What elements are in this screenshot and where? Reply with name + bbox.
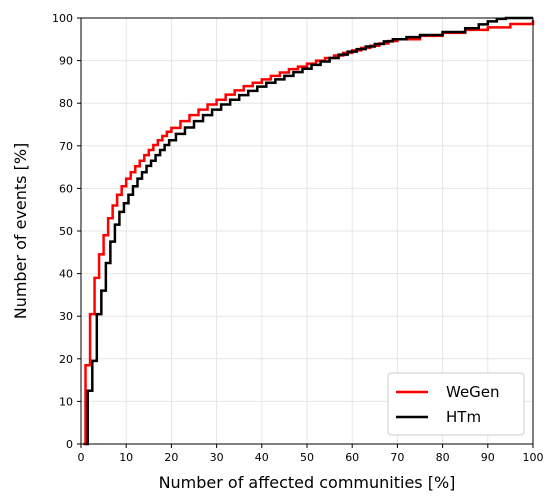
y-tick-label: 20 bbox=[59, 353, 73, 366]
series-htm-line bbox=[85, 16, 533, 446]
x-tick-label: 40 bbox=[255, 451, 269, 464]
y-tick-label: 60 bbox=[59, 182, 73, 195]
y-tick-label: 70 bbox=[59, 140, 73, 153]
x-tick-label: 50 bbox=[300, 451, 314, 464]
y-tick-label: 30 bbox=[59, 310, 73, 323]
legend-label-wegen: WeGen bbox=[446, 383, 500, 401]
y-tick-label: 50 bbox=[59, 225, 73, 238]
x-tick-label: 70 bbox=[390, 451, 404, 464]
y-tick-label: 90 bbox=[59, 55, 73, 68]
y-axis-title: Number of events [%] bbox=[11, 143, 30, 320]
y-tick-label: 100 bbox=[52, 12, 73, 25]
y-tick-label: 10 bbox=[59, 395, 73, 408]
y-tick-label: 80 bbox=[59, 97, 73, 110]
series-wegen-line bbox=[83, 20, 535, 446]
y-tick-label: 40 bbox=[59, 268, 73, 281]
axis-ticks: 0 10 20 30 40 50 60 70 80 90 100 0 10 20 30 40 50 60 70 80 9… bbox=[52, 12, 544, 464]
x-axis-title: Number of affected communities [%] bbox=[159, 473, 456, 492]
legend-box bbox=[387, 372, 525, 436]
x-tick-label: 100 bbox=[523, 451, 544, 464]
x-tick-label: 80 bbox=[436, 451, 450, 464]
x-tick-label: 0 bbox=[78, 451, 85, 464]
x-tick-label: 30 bbox=[210, 451, 224, 464]
x-tick-label: 10 bbox=[119, 451, 133, 464]
legend: WeGen HTm bbox=[387, 372, 525, 436]
x-tick-label: 90 bbox=[481, 451, 495, 464]
x-tick-label: 60 bbox=[345, 451, 359, 464]
x-tick-label: 20 bbox=[164, 451, 178, 464]
legend-label-htm: HTm bbox=[446, 408, 481, 426]
series-lines bbox=[83, 16, 535, 446]
y-tick-label: 0 bbox=[66, 438, 73, 451]
